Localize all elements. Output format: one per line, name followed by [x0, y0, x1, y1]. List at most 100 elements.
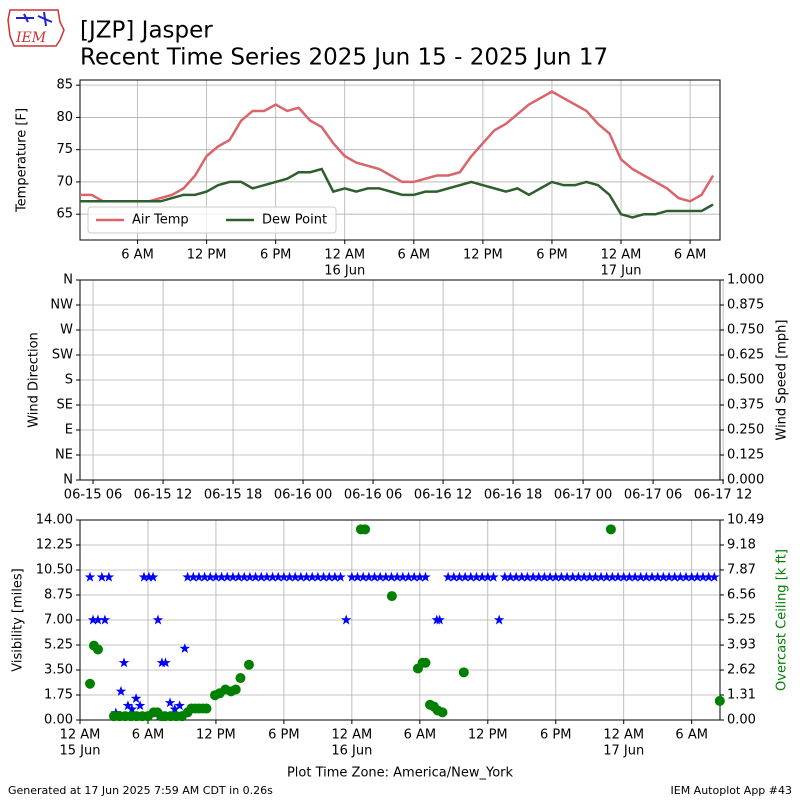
star-marker — [346, 571, 358, 582]
x-tick-date: 15 Jun — [60, 744, 101, 759]
star-marker — [550, 571, 561, 582]
y-tick-label: 85 — [56, 78, 73, 93]
circle-marker — [230, 684, 241, 695]
circle-marker — [235, 673, 246, 684]
star-marker — [267, 571, 278, 582]
star-marker — [182, 571, 193, 582]
y2-tick-label: 0.125 — [727, 448, 764, 463]
y-tick-label: N — [63, 273, 73, 288]
star-marker — [380, 571, 392, 582]
star-marker — [99, 614, 111, 625]
x-tick-label: 06-16 00 — [274, 488, 332, 503]
plot-frame — [79, 279, 721, 481]
x-tick-label: 06-17 06 — [624, 488, 682, 503]
star-marker — [352, 571, 363, 582]
y2-tick-label: 9.18 — [727, 537, 756, 552]
star-marker — [143, 571, 155, 582]
star-marker — [239, 571, 250, 582]
star-marker — [250, 571, 261, 582]
star-marker — [87, 614, 99, 625]
x-tick-label: 12 PM — [187, 248, 227, 263]
star-marker — [556, 571, 567, 582]
x-tick-label: 6 AM — [675, 728, 708, 743]
x-tick-label: 12 PM — [468, 728, 508, 743]
y2-tick-label: 10.49 — [727, 513, 764, 528]
circle-marker — [605, 524, 616, 535]
star-marker — [595, 571, 607, 582]
circle-marker — [243, 659, 254, 670]
star-marker — [318, 571, 329, 582]
plot-frame — [79, 79, 721, 241]
x-tick-label: 06-17 00 — [554, 488, 612, 503]
y2-tick-label: 0.250 — [727, 423, 764, 438]
star-marker — [567, 571, 578, 582]
star-marker — [505, 571, 516, 582]
star-marker — [301, 571, 312, 582]
star-marker — [414, 571, 426, 582]
star-marker — [289, 571, 301, 582]
chart-title: [JZP] Jasper — [80, 18, 213, 44]
y2-axis-label: Overcast Ceiling [k ft] — [775, 549, 790, 691]
x-tick-label: 06-16 18 — [484, 488, 542, 503]
star-marker — [329, 571, 341, 582]
star-marker — [256, 571, 267, 582]
line-series — [80, 167, 714, 219]
star-marker — [103, 571, 115, 582]
star-marker — [618, 571, 629, 582]
x-tick-label: 12 AM — [60, 728, 101, 743]
x-tick-label: 6 PM — [540, 728, 571, 743]
star-marker — [680, 571, 692, 582]
x-tick-label: 06-15 12 — [134, 488, 192, 503]
star-marker — [573, 571, 584, 582]
footer-left: Generated at 17 Jun 2025 7:59 AM CDT in … — [8, 784, 273, 797]
star-marker — [306, 571, 318, 582]
y2-tick-label: 0.00 — [727, 713, 756, 728]
star-marker — [646, 571, 658, 582]
star-marker — [147, 571, 159, 582]
star-marker — [658, 571, 669, 582]
x-axis-label: Plot Time Zone: America/New_York — [287, 766, 514, 781]
star-marker — [357, 571, 369, 582]
circle-marker — [386, 591, 397, 602]
logo: IEM — [7, 9, 65, 47]
y-tick-label: N — [63, 473, 73, 488]
x-tick-date: 16 Jun — [324, 264, 365, 279]
star-marker — [138, 571, 150, 582]
circle-marker — [360, 524, 371, 535]
star-marker — [459, 571, 471, 582]
star-marker — [652, 571, 663, 582]
star-marker — [199, 571, 210, 582]
y2-tick-label: 1.31 — [727, 688, 756, 703]
legend-label: Dew Point — [262, 213, 327, 228]
y-tick-label: W — [60, 323, 73, 338]
star-marker — [273, 571, 284, 582]
line-series — [80, 90, 715, 203]
star-marker — [465, 571, 477, 582]
y-tick-label: NE — [55, 448, 73, 463]
circle-marker — [420, 657, 431, 668]
star-marker — [152, 614, 164, 625]
star-marker — [227, 571, 239, 582]
star-marker — [641, 571, 652, 582]
x-tick-label: 06-15 06 — [64, 488, 122, 503]
star-marker — [118, 657, 130, 668]
star-marker — [335, 571, 346, 582]
y-tick-label: 0.00 — [44, 713, 73, 728]
logo-text: IEM — [15, 30, 47, 46]
star-marker — [369, 571, 380, 582]
x-tick-label: 6 PM — [268, 728, 299, 743]
star-marker — [533, 571, 544, 582]
x-tick-label: 12 AM — [603, 728, 644, 743]
y-tick-label: 5.25 — [44, 638, 73, 653]
star-marker — [590, 571, 601, 582]
star-marker — [295, 571, 307, 582]
y-tick-label: 3.50 — [44, 663, 73, 678]
y-tick-label: 80 — [56, 110, 73, 125]
star-marker — [601, 571, 612, 582]
y-tick-label: 14.00 — [36, 513, 73, 528]
star-marker — [386, 571, 397, 582]
x-tick-label: 12 PM — [463, 248, 503, 263]
x-tick-label: 6 AM — [121, 248, 154, 263]
y-axis-label: Temperature [F] — [15, 108, 30, 213]
star-marker — [709, 571, 720, 582]
